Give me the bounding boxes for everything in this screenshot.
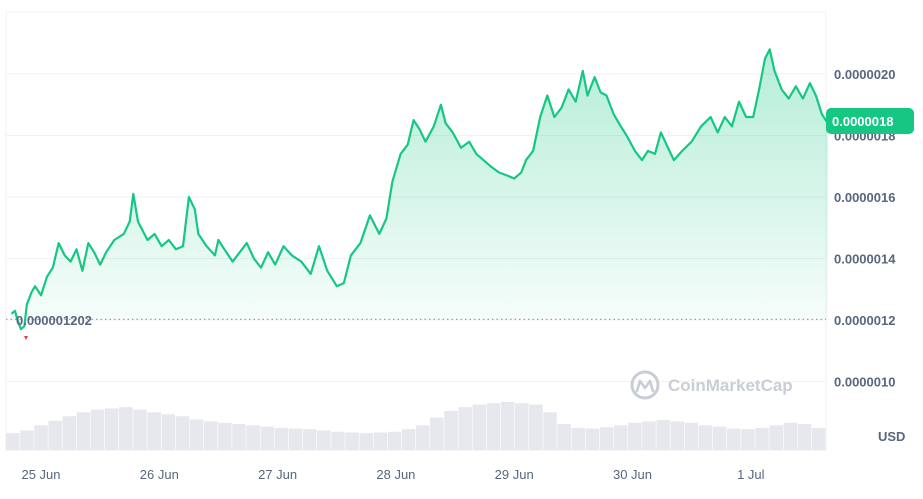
volume-bar xyxy=(302,429,317,450)
volume-bar xyxy=(500,401,515,450)
y-tick-label: 0.0000020 xyxy=(834,67,895,82)
volume-bar xyxy=(203,421,218,450)
volume-bar xyxy=(189,419,204,450)
volume-bar xyxy=(218,422,232,450)
volume-bar xyxy=(472,404,487,450)
volume-bar xyxy=(119,407,133,450)
x-tick-label: 1 Jul xyxy=(737,467,765,482)
volume-bar xyxy=(260,426,275,450)
volume-bar xyxy=(656,420,670,450)
volume-bar xyxy=(246,425,260,450)
volume-bar xyxy=(104,408,119,450)
x-tick-label: 28 Jun xyxy=(376,467,415,482)
volume-bar xyxy=(430,417,444,450)
x-tick-label: 27 Jun xyxy=(258,467,297,482)
coinmarketcap-logo-icon xyxy=(630,370,660,400)
volume-bar xyxy=(797,424,812,450)
volume-bar xyxy=(274,427,289,450)
open-price-label: 0.000001202 xyxy=(16,313,92,328)
volume-bar xyxy=(288,428,303,450)
y-axis: 0.0000010 0.0000012 0.0000014 0.0000016 0.00… xyxy=(834,67,896,390)
volume-bar xyxy=(670,421,685,450)
current-price-badge: 0.0000018 xyxy=(826,108,914,134)
volume-bar xyxy=(571,427,586,450)
volume-bar xyxy=(175,416,190,450)
x-axis: 25 Jun 26 Jun 27 Jun 28 Jun 29 Jun 30 Jun 1 Ju… xyxy=(21,467,764,482)
volume-bar xyxy=(387,431,402,450)
watermark-text: CoinMarketCap xyxy=(668,376,793,395)
watermark: CoinMarketCap xyxy=(630,370,793,400)
volume-bar xyxy=(557,424,571,450)
volume-bar xyxy=(755,427,769,450)
volume-bar xyxy=(811,427,826,450)
volume-bar xyxy=(444,411,458,450)
y-tick-label: 0.0000014 xyxy=(834,252,896,267)
x-tick-label: 26 Jun xyxy=(140,467,179,482)
volume-bar xyxy=(599,427,614,450)
volume-bar xyxy=(161,414,176,450)
volume-bar xyxy=(698,425,713,450)
volume-bar xyxy=(642,421,656,450)
volume-bar xyxy=(529,404,543,450)
volume-bar xyxy=(232,424,246,450)
volume-bar xyxy=(62,416,77,450)
price-area xyxy=(11,49,828,330)
volume-bar xyxy=(147,412,161,450)
volume-bar xyxy=(76,412,91,450)
volume-bar xyxy=(401,429,416,450)
volume-bar xyxy=(543,412,557,450)
volume-bar xyxy=(48,420,62,450)
y-tick-label: 0.0000016 xyxy=(834,190,895,205)
volume-bar xyxy=(359,433,373,450)
x-tick-label: 29 Jun xyxy=(495,467,534,482)
volume-bar xyxy=(741,429,755,450)
volume-bar xyxy=(345,432,359,450)
volume-bar xyxy=(486,403,501,450)
volume-bar xyxy=(34,425,48,450)
volume-bar xyxy=(458,407,472,450)
volume-bar xyxy=(783,422,798,450)
x-tick-label: 30 Jun xyxy=(613,467,652,482)
volume-bar xyxy=(133,409,147,450)
volume-bar xyxy=(585,428,600,450)
volume-bar xyxy=(613,425,628,450)
current-price-label: 0.0000018 xyxy=(832,114,893,129)
y-tick-label: 0.0000010 xyxy=(834,375,895,390)
x-tick-label: 25 Jun xyxy=(21,467,60,482)
volume-bar xyxy=(684,422,699,450)
volume-bar xyxy=(416,425,430,450)
volume-bar xyxy=(769,425,783,450)
volume-bars xyxy=(6,401,826,450)
volume-bar xyxy=(90,409,105,450)
currency-label: USD xyxy=(878,429,905,444)
volume-bar xyxy=(20,430,34,450)
open-price-marker: 0.000001202 xyxy=(16,313,92,340)
volume-bar xyxy=(628,422,642,450)
volume-bar xyxy=(6,433,20,450)
volume-bar xyxy=(514,403,529,450)
price-line xyxy=(10,48,829,331)
volume-bar xyxy=(727,428,741,450)
volume-bar xyxy=(373,432,388,450)
volume-bar xyxy=(331,431,345,450)
volume-bar xyxy=(317,430,331,450)
volume-bar xyxy=(712,426,727,450)
y-tick-label: 0.0000012 xyxy=(834,313,895,328)
down-arrow-icon xyxy=(24,336,28,340)
